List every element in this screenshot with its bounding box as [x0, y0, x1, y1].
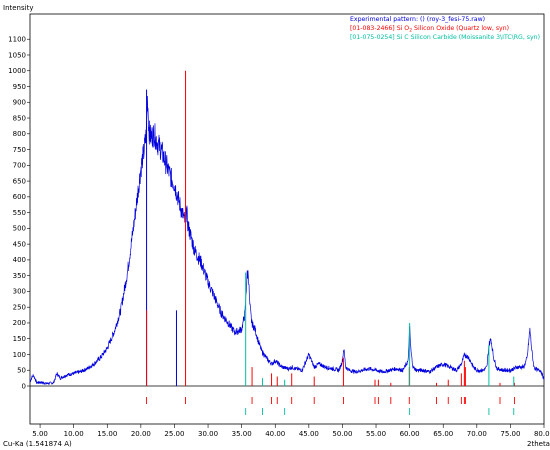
y-tick-label: 700 — [13, 162, 26, 170]
x-tick-label: 35.00 — [232, 430, 252, 438]
y-tick-label: 150 — [13, 335, 26, 343]
radiation-label: Cu-Ka (1.541874 A) — [3, 440, 72, 448]
x-tick-label: 55.00 — [366, 430, 386, 438]
x-tick-label: 70.00 — [467, 430, 487, 438]
y-tick-label: 0 — [22, 382, 26, 390]
x-tick-label: 60.00 — [400, 430, 420, 438]
y-tick-label: 950 — [13, 83, 26, 91]
axis-ticks — [27, 38, 545, 428]
y-tick-label: 600 — [13, 193, 26, 201]
y-tick-label: 500 — [13, 225, 26, 233]
y-tick-label: 650 — [13, 177, 26, 185]
y-tick-label: 900 — [13, 99, 26, 107]
y-tick-label: 1000 — [8, 67, 26, 75]
legend-entry: [01-083-2466] Si O2 Silicon Oxide (Quart… — [350, 25, 509, 34]
y-tick-label: 300 — [13, 288, 26, 296]
y-tick-label: 200 — [13, 319, 26, 327]
x-tick-label: 65.00 — [433, 430, 453, 438]
reference-sticks — [146, 70, 515, 415]
y-tick-label: 550 — [13, 209, 26, 217]
x-tick-label: 20.00 — [131, 430, 151, 438]
y-tick-label: 100 — [13, 351, 26, 359]
y-tick-label: 450 — [13, 240, 26, 248]
x-tick-label: 45.00 — [299, 430, 319, 438]
y-tick-label: 400 — [13, 256, 26, 264]
y-tick-label: 350 — [13, 272, 26, 280]
x-axis-label: 2theta — [527, 440, 550, 448]
x-tick-label: 50.00 — [332, 430, 352, 438]
y-tick-label: 750 — [13, 146, 26, 154]
legend: Experimental pattern: () (roy-3_fesi-75.… — [350, 16, 540, 41]
x-tick-label: 80.00 — [534, 430, 550, 438]
tick-labels: 0 50 100 150 200 250 300 350 400 450 500 550 600 650 7… — [8, 36, 550, 438]
y-tick-label: 1100 — [8, 36, 26, 44]
y-axis-label: Intensity — [3, 4, 33, 12]
x-tick-label: 15.00 — [97, 430, 117, 438]
plot-frame — [29, 13, 545, 425]
y-tick-label: 1050 — [8, 51, 26, 59]
legend-entry: Experimental pattern: () (roy-3_fesi-75.… — [350, 16, 485, 23]
x-tick-label: 10.00 — [64, 430, 84, 438]
y-tick-label: 50 — [17, 367, 26, 375]
y-tick-label: 250 — [13, 303, 26, 311]
legend-entry: [01-075-0254] Si C Silicon Carbide (Mois… — [350, 34, 540, 41]
series-layer — [29, 89, 545, 386]
x-tick-label: 5.00 — [32, 430, 48, 438]
experimental-pattern-line — [29, 96, 545, 386]
y-tick-label: 800 — [13, 130, 26, 138]
y-tick-label: 850 — [13, 114, 26, 122]
x-tick-label: 40.00 — [265, 430, 285, 438]
x-tick-label: 75.00 — [500, 430, 520, 438]
x-tick-label: 25.00 — [164, 430, 184, 438]
x-tick-label: 30.00 — [198, 430, 218, 438]
